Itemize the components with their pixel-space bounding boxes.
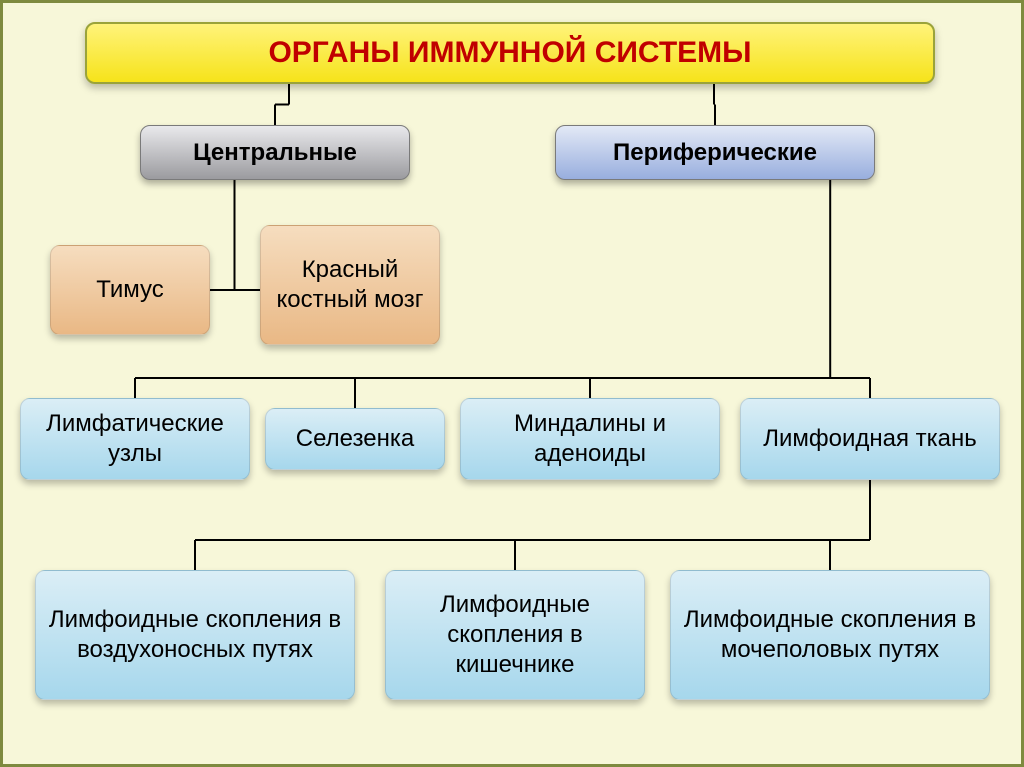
tonsils-node: Миндалины и аденоиды: [460, 398, 720, 480]
thymus-node: Тимус: [50, 245, 210, 335]
intestine-node: Лимфоидные скопления в кишечнике: [385, 570, 645, 700]
thymus-label: Тимус: [96, 275, 164, 305]
peripheral-node: Периферические: [555, 125, 875, 180]
spleen-node: Селезенка: [265, 408, 445, 470]
airways-label: Лимфоидные скопления в воздухоносных пут…: [46, 605, 344, 665]
airways-node: Лимфоидные скопления в воздухоносных пут…: [35, 570, 355, 700]
urogenital-node: Лимфоидные скопления в мочеполовых путях: [670, 570, 990, 700]
lymph-nodes-node: Лимфатические узлы: [20, 398, 250, 480]
urogenital-label: Лимфоидные скопления в мочеполовых путях: [681, 605, 979, 665]
lymphoid-tissue-node: Лимфоидная ткань: [740, 398, 1000, 480]
central-label: Центральные: [193, 138, 357, 168]
diagram-canvas: ОРГАНЫ ИММУННОЙ СИСТЕМЫ Центральные Пери…: [0, 0, 1024, 767]
lymphoid-tissue-label: Лимфоидная ткань: [763, 424, 977, 454]
title-label: ОРГАНЫ ИММУННОЙ СИСТЕМЫ: [268, 34, 751, 72]
central-node: Центральные: [140, 125, 410, 180]
spleen-label: Селезенка: [296, 424, 414, 454]
marrow-node: Красный костный мозг: [260, 225, 440, 345]
peripheral-label: Периферические: [613, 138, 817, 168]
tonsils-label: Миндалины и аденоиды: [471, 409, 709, 469]
title-node: ОРГАНЫ ИММУННОЙ СИСТЕМЫ: [85, 22, 935, 84]
lymph-nodes-label: Лимфатические узлы: [31, 409, 239, 469]
marrow-label: Красный костный мозг: [271, 255, 429, 315]
intestine-label: Лимфоидные скопления в кишечнике: [396, 590, 634, 680]
